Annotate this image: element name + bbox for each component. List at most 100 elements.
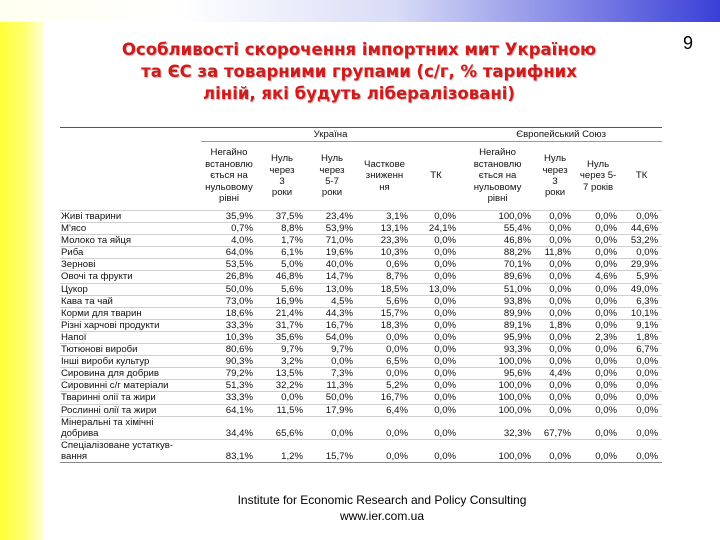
cell-value: 65,6% <box>257 415 307 440</box>
cell-value: 46,8% <box>257 270 307 284</box>
table-row: Напої 10,3% 35,6% 54,0% 0,0% 0,0% 95,9% 0,0% 2,3… <box>60 330 663 344</box>
cell-value: 0,0% <box>535 234 576 247</box>
cell-value: 80,6% <box>201 343 257 356</box>
cell-value: 53,9% <box>307 222 357 235</box>
cell-value: 16,9% <box>257 294 307 308</box>
column-header: Нуль через 5-7 роки <box>307 142 357 211</box>
table-row: Кава та чай 73,0% 16,9% 4,5% 5,6% 0,0% 93,8% 0,… <box>60 294 663 308</box>
column-header-line: Нуль <box>544 153 567 165</box>
cell-value: 37,5% <box>257 209 307 223</box>
cell-value: 0,7% <box>201 222 257 235</box>
cell-value: 33,3% <box>201 318 257 332</box>
cell-value: 51,0% <box>460 282 536 296</box>
cell-value: 50,0% <box>201 282 257 296</box>
cell-value: 19,6% <box>307 246 357 259</box>
cell-value: 11,8% <box>535 246 576 259</box>
cell-value: 26,8% <box>201 270 257 284</box>
cell-value: 0,0% <box>535 438 576 463</box>
column-header-line: ТК <box>635 170 648 182</box>
column-header-line: Нуль <box>320 153 344 165</box>
row-label: Зернові <box>60 258 201 271</box>
row-label-line: Напої <box>61 331 87 343</box>
cell-value: 18,6% <box>201 306 257 320</box>
cell-value: 0,0% <box>575 246 622 259</box>
cell-value: 40,0% <box>307 258 357 271</box>
cell-value: 0,0% <box>621 438 663 463</box>
table-row: Спеціалізоване устаткув-вання 83,1% 1,2% 15… <box>60 438 663 463</box>
group-header-eu: Європейський Союз <box>460 127 663 142</box>
cell-value: 13,0% <box>307 282 357 296</box>
cell-value: 5,9% <box>621 270 663 284</box>
table-row: Різні харчові продукти 33,3% 31,7% 16,7% 18,… <box>60 318 663 332</box>
row-label-line: Рослинні олії та жири <box>61 404 157 416</box>
cell-value: 0,0% <box>412 209 461 223</box>
cell-value: 0,6% <box>357 258 412 271</box>
cell-value: 2,3% <box>575 330 622 344</box>
row-label: Живі тварини <box>60 209 201 223</box>
cell-value: 0,0% <box>412 367 461 380</box>
cell-value: 11,5% <box>257 403 307 417</box>
cell-value: 0,0% <box>535 270 576 284</box>
cell-value: 29,9% <box>621 258 663 271</box>
cell-value: 100,0% <box>460 209 536 223</box>
tariff-table-container: Україна Європейський Союз Негайно встанов… <box>60 127 663 463</box>
cell-value: 51,3% <box>201 379 257 392</box>
cell-value: 0,0% <box>621 391 663 404</box>
table-row: Молоко та яйця 4,0% 1,7% 71,0% 23,3% 0,0% 46,8… <box>60 234 663 247</box>
cell-value: 23,3% <box>357 234 412 247</box>
cell-value: 44,3% <box>307 306 357 320</box>
cell-value: 67,7% <box>535 415 576 440</box>
column-header-line: 5-7 <box>325 176 339 187</box>
column-header-line: через 5- <box>579 170 617 182</box>
cell-value: 0,0% <box>575 258 622 271</box>
cell-value: 53,5% <box>201 258 257 271</box>
cell-value: 18,5% <box>357 282 412 296</box>
row-label: Сировинні с/г матеріали <box>60 379 201 392</box>
cell-value: 0,0% <box>412 318 461 332</box>
cell-value: 0,0% <box>621 379 663 392</box>
table-row: М'ясо 0,7% 8,8% 53,9% 13,1% 24,1% 55,4% 0,0% 0,0… <box>60 222 663 235</box>
column-header: Нуль через 5- 7 років <box>575 142 621 211</box>
row-label-line: Кава та чай <box>61 295 113 307</box>
cell-value: 0,0% <box>257 391 307 404</box>
cell-value: 50,0% <box>307 391 357 404</box>
row-label: Різні харчові продукти <box>60 318 201 332</box>
cell-value: 1,8% <box>535 318 576 332</box>
cell-value: 0,0% <box>412 258 461 271</box>
column-header: Нуль через 3 роки <box>257 142 307 211</box>
table-row: Тютюнові вироби 80,6% 9,7% 9,7% 0,0% 0,0% 93,3… <box>60 343 663 356</box>
column-header-line: через <box>542 164 568 176</box>
cell-value: 0,0% <box>412 391 461 404</box>
cell-value: 17,9% <box>307 403 357 417</box>
row-label-line: вання <box>61 450 88 462</box>
column-header-line: Негайно <box>210 147 248 159</box>
cell-value: 100,0% <box>460 391 536 404</box>
cell-value: 0,0% <box>412 306 461 320</box>
column-header-line: роки <box>321 187 343 199</box>
cell-value: 83,1% <box>201 438 257 463</box>
cell-value: 0,0% <box>412 294 461 308</box>
cell-value: 16,7% <box>357 391 412 404</box>
row-label-line: Цукор <box>61 283 88 295</box>
cell-value: 0,0% <box>412 415 461 440</box>
row-label: Тютюнові вироби <box>60 343 201 356</box>
cell-value: 100,0% <box>460 355 536 368</box>
column-header-line: 7 років <box>583 181 614 193</box>
cell-value: 0,0% <box>357 415 412 440</box>
cell-value: 49,0% <box>621 282 663 296</box>
cell-value: 55,4% <box>460 222 536 235</box>
cell-value: 79,2% <box>201 367 257 380</box>
column-header-line: Часткове <box>364 158 405 170</box>
cell-value: 0,0% <box>575 343 622 356</box>
title-line: Особливості скорочення імпортних мит Укр… <box>121 40 597 59</box>
title-line: ліній, які будуть лібералізовані) <box>203 84 515 103</box>
cell-value: 9,7% <box>307 343 357 356</box>
cell-value: 21,4% <box>257 306 307 320</box>
cell-value: 70,1% <box>460 258 536 271</box>
table-body: Живі тварини 35,9% 37,5% 23,4% 3,1% 0,0% 100,0… <box>60 209 663 463</box>
column-header-line: Нуль <box>587 158 610 170</box>
cell-value: 3,1% <box>357 209 412 223</box>
cell-value: 0,0% <box>535 294 576 308</box>
cell-value: 9,7% <box>257 343 307 356</box>
cell-value: 10,3% <box>357 246 412 259</box>
